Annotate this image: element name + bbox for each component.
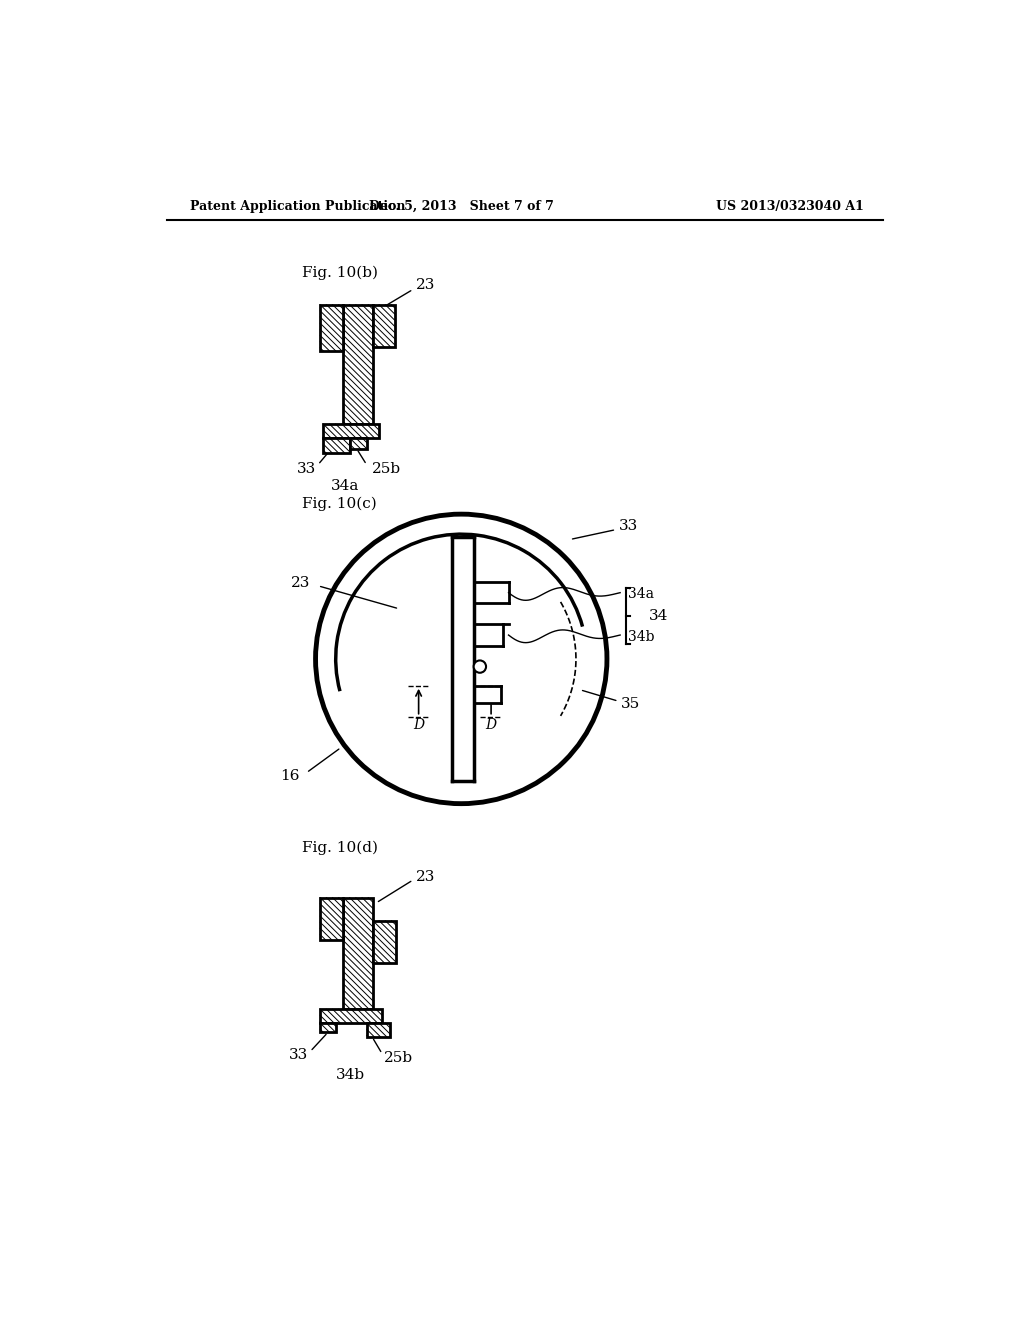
Text: Patent Application Publication: Patent Application Publication <box>190 199 406 213</box>
Text: Fig. 10(d): Fig. 10(d) <box>302 841 379 855</box>
Text: 23: 23 <box>417 870 435 884</box>
Bar <box>321 305 343 351</box>
Polygon shape <box>474 582 509 603</box>
Bar <box>349 438 367 449</box>
Text: 33: 33 <box>297 462 315 475</box>
Text: 23: 23 <box>417 279 435 293</box>
Text: 34b: 34b <box>628 630 654 644</box>
Text: 23: 23 <box>291 577 310 590</box>
Text: Fig. 10(b): Fig. 10(b) <box>302 265 379 280</box>
Bar <box>343 305 373 424</box>
Bar <box>343 898 373 1010</box>
Circle shape <box>474 660 486 673</box>
Polygon shape <box>474 686 501 702</box>
Text: US 2013/0323040 A1: US 2013/0323040 A1 <box>717 199 864 213</box>
Text: 35: 35 <box>621 697 640 710</box>
Text: 34a: 34a <box>331 479 359 492</box>
Bar <box>324 424 379 438</box>
Text: 33: 33 <box>620 520 639 533</box>
Text: 25b: 25b <box>372 462 401 475</box>
Bar <box>373 921 396 964</box>
Text: Fig. 10(c): Fig. 10(c) <box>302 496 377 511</box>
Polygon shape <box>474 624 503 645</box>
Text: 34b: 34b <box>336 1068 365 1081</box>
Text: Dec. 5, 2013   Sheet 7 of 7: Dec. 5, 2013 Sheet 7 of 7 <box>369 199 554 213</box>
Bar <box>321 1023 336 1032</box>
Text: D: D <box>413 718 424 733</box>
Bar <box>321 898 343 940</box>
Circle shape <box>315 515 607 804</box>
Text: 34: 34 <box>649 609 669 623</box>
Bar <box>367 1023 390 1038</box>
Bar <box>324 438 349 453</box>
Text: D: D <box>485 718 497 733</box>
Bar <box>373 305 394 347</box>
Bar <box>321 1010 382 1023</box>
Text: 34a: 34a <box>628 587 654 601</box>
Text: 25b: 25b <box>384 1051 413 1065</box>
Text: 33: 33 <box>289 1048 308 1063</box>
Text: 16: 16 <box>281 770 300 783</box>
